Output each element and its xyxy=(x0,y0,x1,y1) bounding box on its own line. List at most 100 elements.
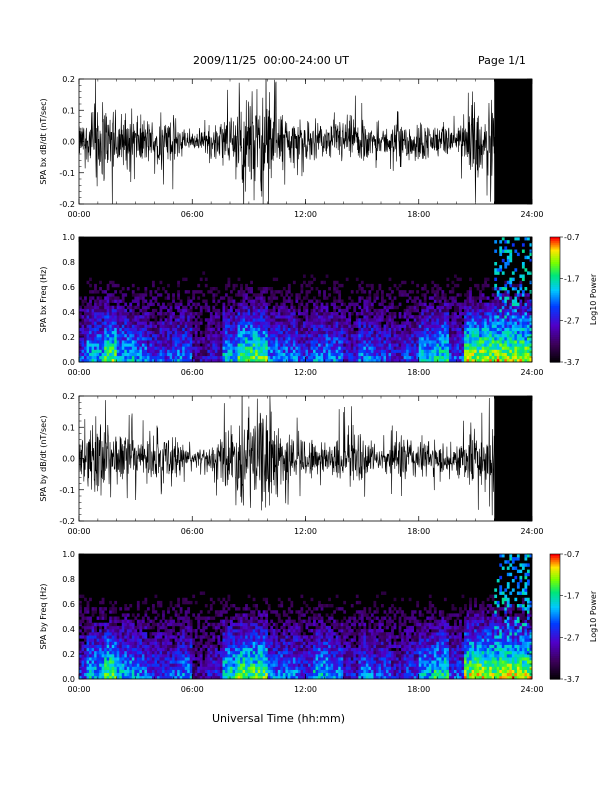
spectrogram-cell xyxy=(86,355,90,360)
spectrogram-cell xyxy=(121,675,125,680)
spectrogram-cell xyxy=(101,337,105,341)
spectrogram-cell xyxy=(86,318,90,322)
spectrogram-cell xyxy=(506,340,510,344)
spectrogram-cell xyxy=(141,675,145,680)
spectrogram-cell xyxy=(511,352,515,357)
spectrogram-cell xyxy=(131,352,135,357)
spectrogram-cell xyxy=(154,296,158,300)
spectrogram-cell xyxy=(136,641,140,645)
spectrogram-cell xyxy=(257,308,261,313)
spectrogram-cell xyxy=(222,305,226,310)
spectrogram-cell xyxy=(101,349,105,353)
spectrogram-cell xyxy=(164,337,168,341)
spectrogram-cell xyxy=(418,355,422,360)
spectrogram-cell xyxy=(453,343,457,347)
spectrogram-cell xyxy=(406,355,409,360)
spectrogram-cell xyxy=(159,358,163,363)
spectrogram-cell xyxy=(282,296,286,300)
spectrogram-cell xyxy=(519,283,523,288)
spectrogram-cell xyxy=(363,305,367,310)
spectrogram-cell xyxy=(504,327,508,332)
spectrogram-cell xyxy=(297,340,301,344)
spectrogram-cell xyxy=(310,312,314,316)
spectrogram-cell xyxy=(187,308,191,313)
spectrogram-cell xyxy=(159,308,163,313)
spectrogram-cell xyxy=(318,358,321,363)
spectrogram-cell xyxy=(194,337,198,341)
spectrogram-cell xyxy=(285,299,289,303)
spectrogram-cell xyxy=(393,346,397,350)
spectrogram-cell xyxy=(265,287,269,291)
spectrogram-cell xyxy=(184,305,188,310)
spectrogram-cell xyxy=(338,308,342,313)
spectrogram-cell xyxy=(471,340,475,344)
spectrogram-cell xyxy=(393,315,397,319)
saturated-segment-0 xyxy=(494,79,532,204)
spectrogram-cell xyxy=(320,327,324,332)
spectrogram-cell xyxy=(164,312,168,316)
spectrogram-cell xyxy=(514,287,518,291)
spectrogram-cell xyxy=(318,315,321,319)
spectrogram-cell xyxy=(448,343,452,347)
spectrogram-cell xyxy=(129,302,133,307)
spectrogram-cell xyxy=(159,675,163,680)
spectrogram-cell xyxy=(139,343,143,347)
spectrogram-cell xyxy=(270,330,274,335)
spectrogram-cell xyxy=(149,333,153,338)
spectrogram-cell xyxy=(313,312,316,316)
spectrogram-cell xyxy=(401,337,404,341)
spectrogram-cell xyxy=(154,657,158,661)
spectrogram-cell xyxy=(423,358,427,363)
spectrogram-cell xyxy=(280,315,284,319)
spectrogram-cell xyxy=(355,352,359,357)
spectrogram-cell xyxy=(167,346,170,350)
spectrogram-cell xyxy=(396,333,399,338)
spectrogram-cell xyxy=(297,318,301,322)
spectrogram-cell xyxy=(94,327,97,332)
spectrogram-cell xyxy=(245,318,248,322)
spectrogram-cell xyxy=(159,660,163,664)
spectrogram-cell xyxy=(146,302,150,307)
spectrogram-cell xyxy=(86,349,90,353)
spectrogram-cell xyxy=(79,352,82,357)
spectrogram-cell xyxy=(84,340,87,344)
spectrogram-cell xyxy=(436,287,440,291)
spectrogram-cell xyxy=(320,346,324,350)
spectrogram-cell xyxy=(219,355,223,360)
spectrogram-cell xyxy=(469,355,472,360)
spectrogram-cell xyxy=(330,302,334,307)
spectrogram-cell xyxy=(99,629,102,633)
spectrogram-cell xyxy=(136,321,140,325)
spectrogram-cell xyxy=(338,324,342,328)
spectrogram-cell xyxy=(300,312,304,316)
spectrogram-cell xyxy=(431,302,435,307)
spectrogram-cell xyxy=(235,312,238,316)
spectrogram-cell xyxy=(489,346,493,350)
spectrogram-cell xyxy=(421,321,425,325)
spectrogram-cell xyxy=(242,302,246,307)
spectrogram-cell xyxy=(99,296,102,300)
spectrogram-cell xyxy=(333,327,336,332)
spectrogram-cell xyxy=(335,290,339,294)
spectrogram-cell xyxy=(358,299,362,303)
spectrogram-cell xyxy=(378,352,382,357)
spectrogram-cell xyxy=(136,647,140,652)
spectrogram-cell xyxy=(282,305,286,310)
spectrogram-cell xyxy=(106,650,110,655)
spectrogram-cell xyxy=(187,358,191,363)
spectrogram-cell xyxy=(489,330,493,335)
spectrogram-cell xyxy=(86,675,90,680)
spectrogram-cell xyxy=(167,340,170,344)
spectrogram-cell xyxy=(151,622,155,627)
spectrogram-cell xyxy=(421,358,425,363)
spectrogram-cell xyxy=(386,315,389,319)
spectrogram-cell xyxy=(310,330,314,335)
y-tick-label-1-3: 0.4 xyxy=(62,308,75,317)
spectrogram-cell xyxy=(252,293,256,297)
spectrogram-cell xyxy=(287,296,291,300)
spectrogram-cell xyxy=(318,355,321,360)
colorbar-segment xyxy=(550,339,560,342)
spectrogram-cell xyxy=(464,315,467,319)
spectrogram-cell xyxy=(260,293,264,297)
spectrogram-cell xyxy=(217,355,221,360)
